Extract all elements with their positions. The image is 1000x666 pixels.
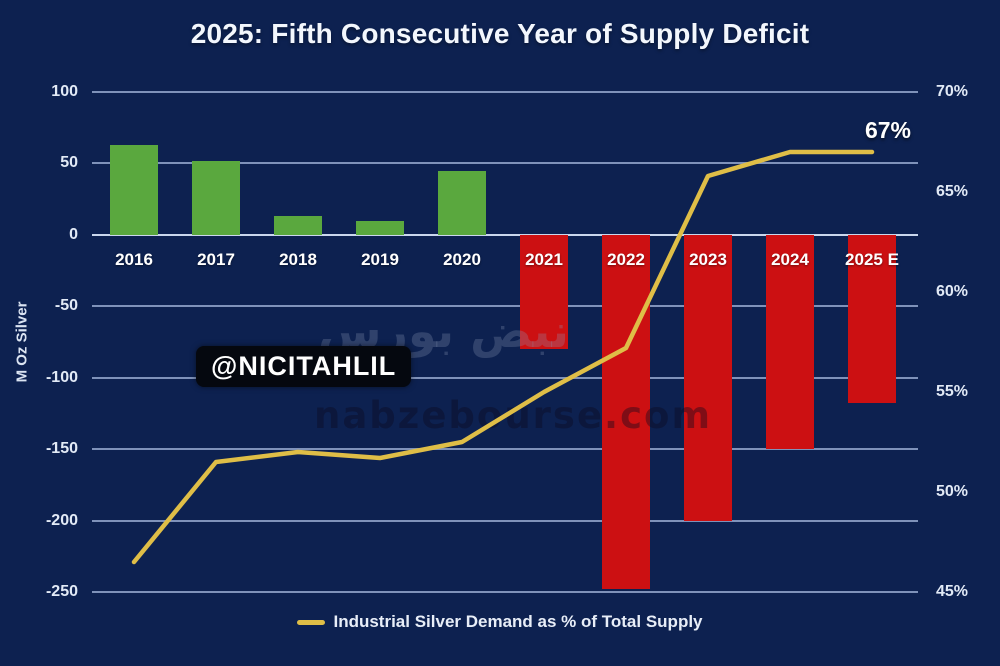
gridline--250 (92, 591, 918, 593)
chart-title: 2025: Fifth Consecutive Year of Supply D… (190, 18, 810, 49)
x-label-2020: 2020 (443, 250, 481, 269)
y-tick-right-55: 55% (936, 383, 969, 400)
watermark-badge: @NICITAHLIL (196, 346, 412, 387)
x-label-2024: 2024 (771, 250, 809, 269)
y-tick-left--100: -100 (45, 368, 78, 386)
x-label-2022: 2022 (607, 250, 645, 269)
y-tick-left--50: -50 (54, 297, 78, 315)
y-tick-right-60: 60% (936, 283, 969, 300)
x-label-2016: 2016 (115, 250, 153, 269)
line-end-value-annotation: 67% (864, 117, 912, 143)
y-tick-right-65: 65% (936, 183, 969, 200)
y-tick-left-50: 50 (60, 154, 78, 172)
y-tick-left-100: 100 (51, 83, 78, 100)
x-label-2018: 2018 (279, 250, 317, 269)
gridline--200 (92, 519, 918, 522)
bar-2016 (110, 144, 158, 235)
bar-2020 (438, 170, 486, 235)
x-label-2019: 2019 (361, 250, 399, 269)
bar-2018 (274, 216, 322, 235)
bar-2017 (192, 160, 240, 235)
y-tick-right-50: 50% (936, 483, 969, 500)
y-tick-right-70: 70% (936, 83, 969, 100)
x-label-2017: 2017 (197, 250, 235, 269)
x-label-2021: 2021 (525, 250, 563, 269)
x-label-2025-e: 2025 E (845, 250, 899, 269)
bar-2019 (356, 220, 404, 235)
x-label-2023: 2023 (689, 250, 727, 269)
y-tick-left-0: 0 (69, 225, 78, 243)
legend-line-swatch-icon (297, 619, 326, 625)
watermark-domain-text: nabzebourse.com (314, 394, 712, 437)
legend-label: Industrial Silver Demand as % of Total S… (333, 612, 703, 631)
bar-2023 (684, 234, 732, 521)
legend: Industrial Silver Demand as % of Total S… (0, 612, 1000, 632)
gridline-100 (92, 91, 918, 93)
y-tick-left--150: -150 (45, 440, 78, 458)
y-tick-left--250: -250 (45, 583, 78, 600)
y-tick-right-45: 45% (936, 583, 969, 600)
y-tick-left--200: -200 (45, 511, 78, 529)
